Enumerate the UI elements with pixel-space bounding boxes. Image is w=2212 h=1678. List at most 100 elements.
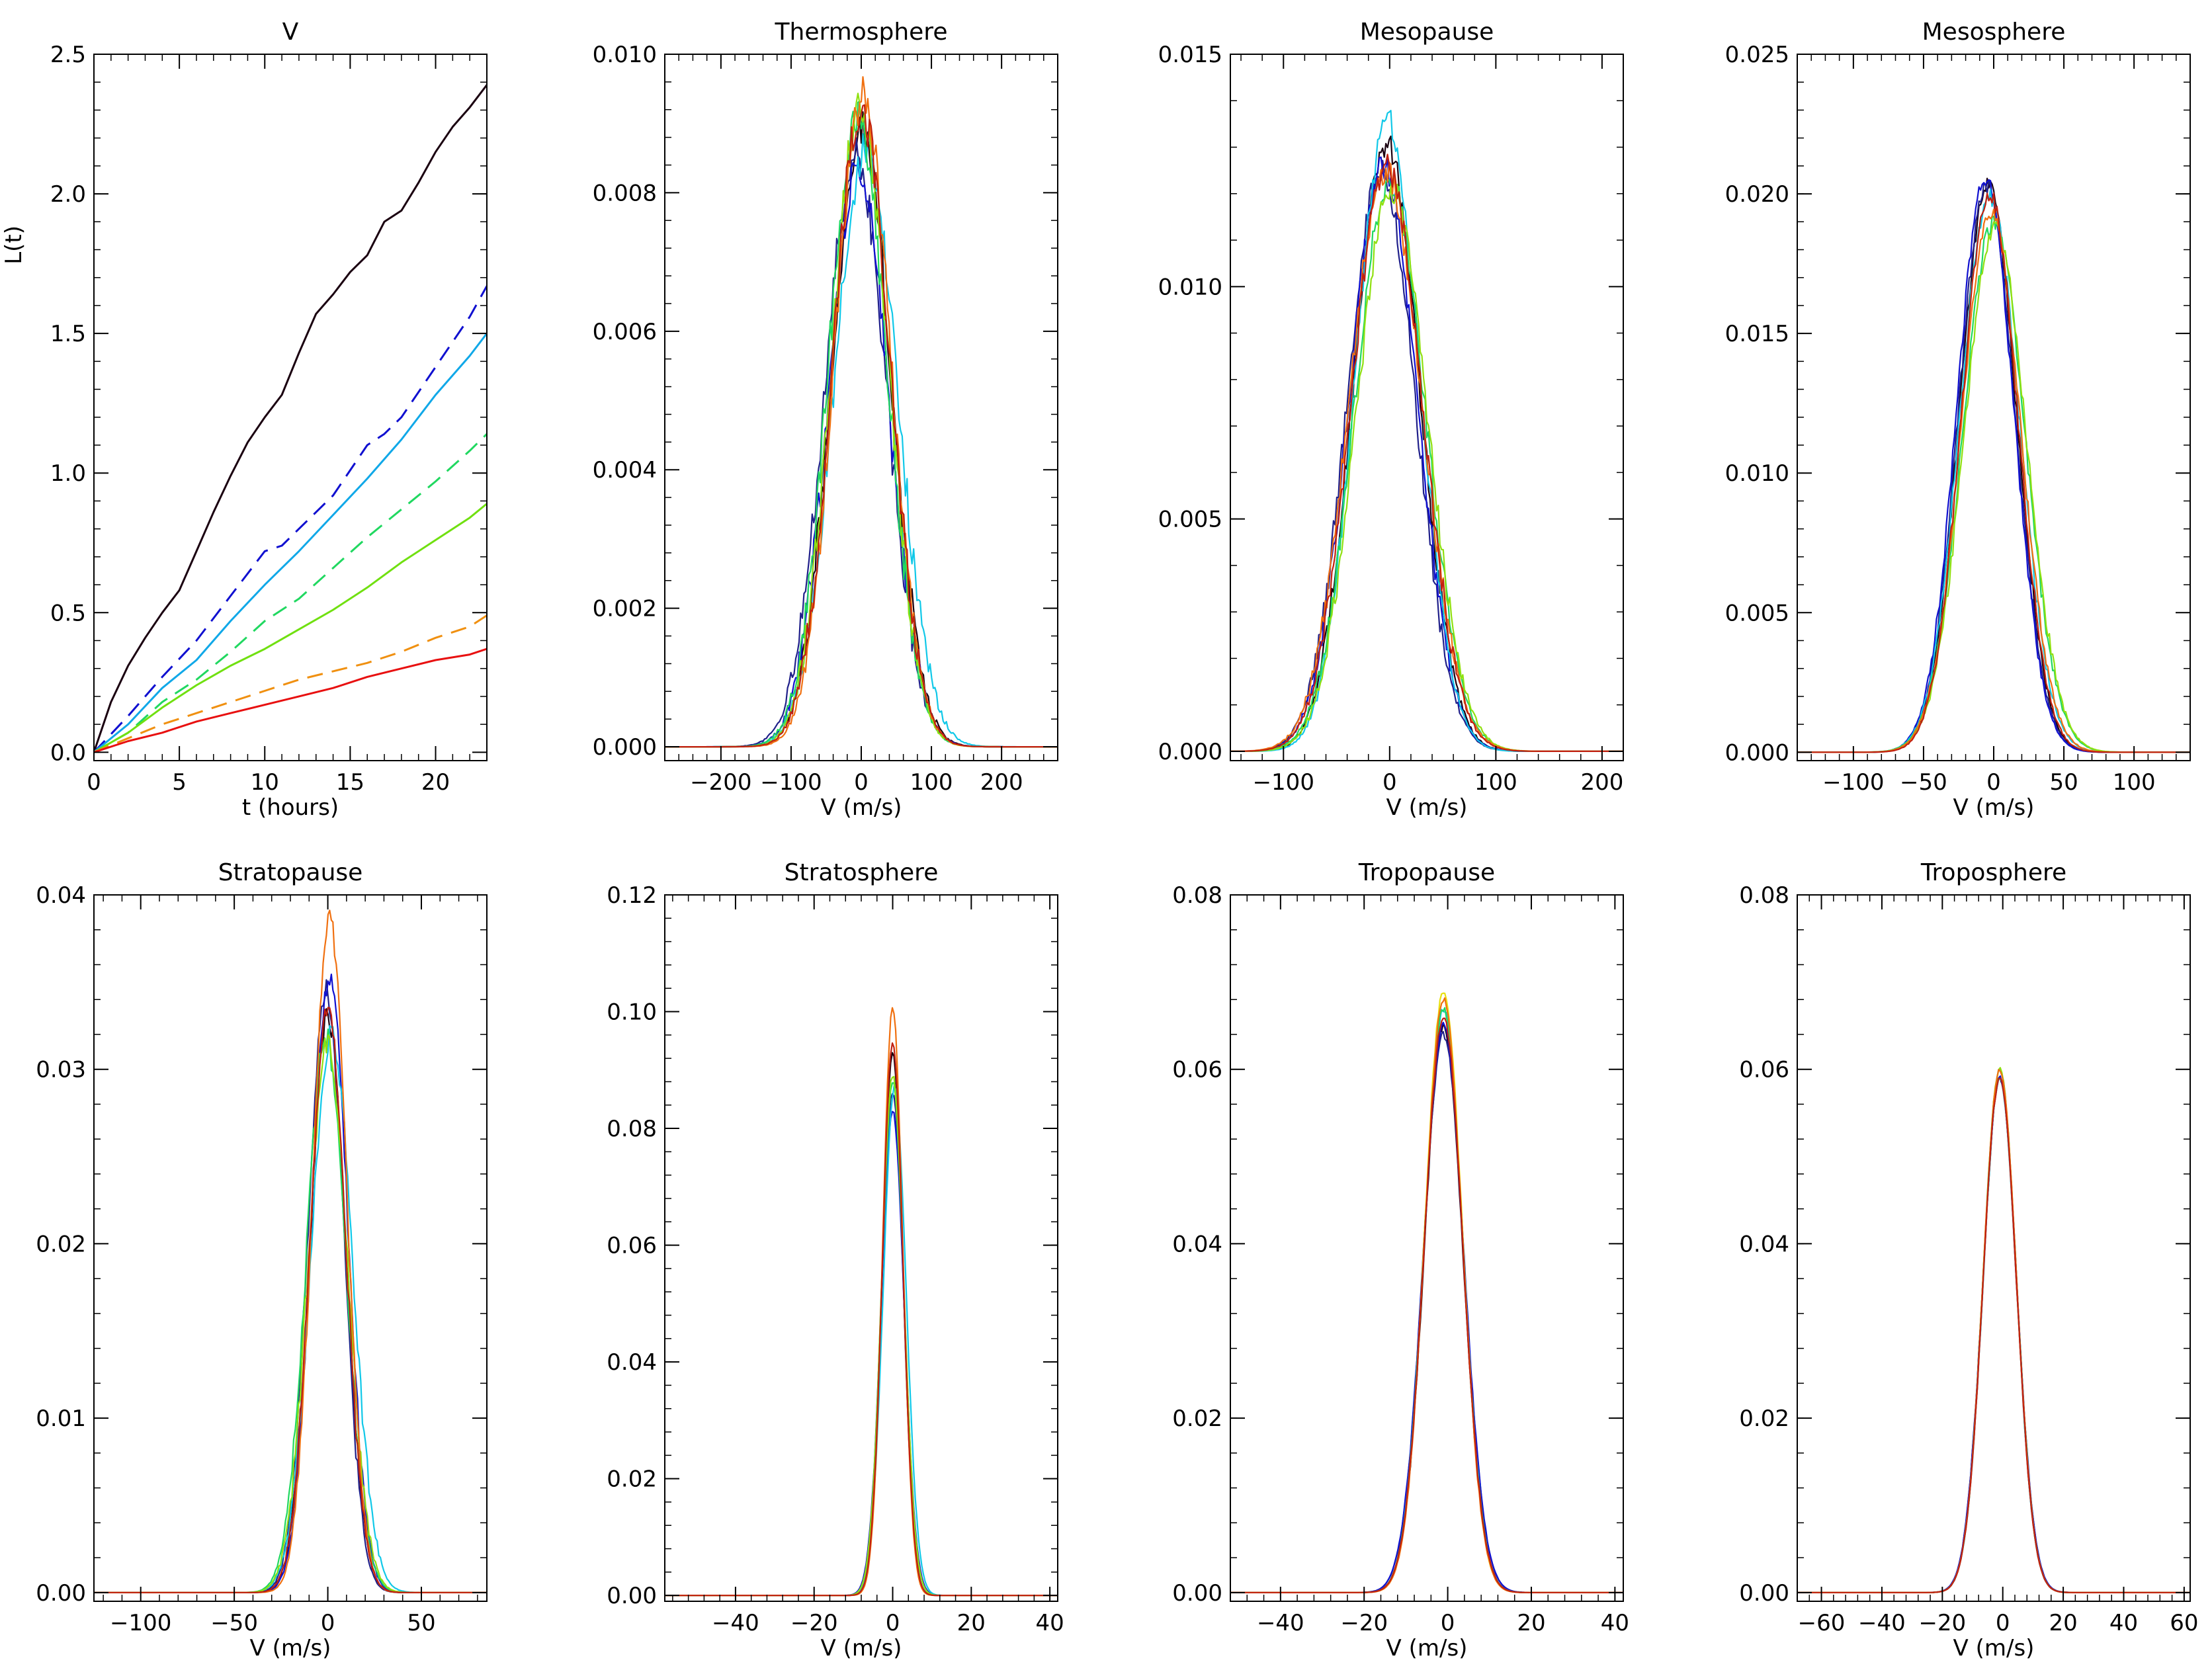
y-tick-label: 0.02 [1739, 1405, 1789, 1432]
x-tick-label: 0 [321, 1610, 335, 1636]
series-line-orange [1797, 208, 2190, 753]
series-line-black [665, 1052, 1058, 1597]
y-tick-label: 0.08 [607, 1116, 657, 1142]
x-tick-label: −100 [1253, 769, 1314, 796]
chart-panel-5: Stratopause −100 −50 0 50 0.00 0.01 0.02 0.03 0.0… [36, 859, 488, 1661]
series-line-red [665, 104, 1058, 748]
x-tick-label: 5 [172, 769, 187, 796]
y-tick-label: 0.06 [1739, 1057, 1789, 1083]
y-tick-label: 0.08 [1739, 882, 1789, 909]
x-tick-label: −40 [1257, 1610, 1304, 1636]
x-tick-label: 100 [2113, 769, 2156, 796]
x-tick-label: 0 [1996, 1610, 2010, 1636]
x-tick-label: 50 [2049, 769, 2078, 796]
chart-title: Stratopause [218, 859, 363, 886]
series-group [94, 84, 487, 753]
y-tick-label: 0.006 [593, 319, 657, 345]
series-line-navy [1797, 179, 2190, 753]
chart-panel-4: Mesosphere −100 −50 0 50 100 0.000 0.005 0.010 0.… [1725, 19, 2191, 821]
series-line-orange [1797, 1069, 2190, 1593]
y-tick-label: 0.00 [36, 1580, 86, 1607]
plot-frame [1797, 894, 2191, 1602]
y-tick-label: 0.000 [1158, 739, 1222, 765]
series-line-red [1797, 192, 2190, 753]
y-tick-label: 0.0 [50, 739, 86, 766]
series-line-orange [665, 1007, 1058, 1597]
chart-panel-8: Troposphere −60 −40 −20 0 20 40 60 0.00 0.02 0.04 0… [1739, 859, 2198, 1661]
x-axis-label: V (m/s) [1386, 1635, 1468, 1661]
chart-title: Tropopause [1358, 859, 1495, 886]
plot-frame [664, 894, 1058, 1602]
x-tick-label: −100 [1822, 769, 1884, 796]
series-line-cyan [1797, 189, 2190, 753]
x-tick-label: −50 [210, 1610, 258, 1636]
plot-frame [1230, 54, 1624, 761]
series-line-black [1797, 177, 2190, 753]
y-tick-label: 1.0 [50, 460, 86, 487]
y-axis-label: L(t) [1, 226, 27, 265]
series-group [665, 76, 1058, 748]
series-line-yellow-green [1230, 992, 1623, 1593]
series-line-red [665, 1042, 1058, 1597]
y-tick-label: 0.005 [1158, 507, 1222, 533]
y-tick-label: 0.10 [607, 999, 657, 1026]
y-tick-label: 0.04 [1172, 1231, 1222, 1257]
series-group [94, 909, 487, 1593]
series-line-black [1797, 1077, 2190, 1593]
x-tick-label: 100 [1474, 769, 1517, 796]
y-tick-label: 0.5 [50, 600, 86, 626]
series-group [1797, 177, 2190, 753]
series-line-blue [1797, 1075, 2190, 1593]
series-line-cyan [1797, 1077, 2190, 1593]
x-axis-label: V (m/s) [1386, 794, 1468, 821]
x-tick-label: 20 [421, 769, 450, 796]
y-tick-label: 0.04 [36, 882, 86, 909]
x-tick-label: 40 [2109, 1610, 2138, 1636]
x-tick-label: −100 [760, 769, 822, 796]
series-line-blue [1797, 179, 2190, 753]
series-line-navy [665, 137, 1058, 748]
series-line-black [94, 84, 487, 753]
series-line-orange-dashed [94, 614, 487, 753]
x-tick-label: 40 [1035, 1610, 1064, 1636]
y-tick-label: 0.020 [1725, 181, 1789, 208]
y-tick-label: 0.015 [1158, 42, 1222, 68]
y-tick-label: 2.5 [50, 42, 86, 68]
series-group [1230, 992, 1623, 1593]
y-tick-label: 2.0 [50, 181, 86, 208]
x-tick-label: 200 [1580, 769, 1623, 796]
series-line-green [1797, 1068, 2190, 1593]
series-line-navy [665, 1093, 1058, 1597]
x-tick-label: 200 [980, 769, 1023, 796]
series-line-cyan [665, 133, 1058, 748]
y-tick-label: 0.08 [1172, 882, 1222, 909]
x-axis-label: V (m/s) [1953, 794, 2035, 821]
y-tick-label: 0.008 [593, 180, 657, 206]
chart-title: Mesopause [1360, 19, 1494, 46]
series-line-red [1230, 1017, 1623, 1593]
y-tick-label: 0.010 [1725, 460, 1789, 487]
x-tick-label: 15 [336, 769, 364, 796]
series-line-green [1230, 1007, 1623, 1593]
x-tick-label: −50 [1900, 769, 1947, 796]
x-tick-label: −100 [110, 1610, 171, 1636]
chart-panel-1: V 0 5 10 15 20 0.0 0.5 1.0 1.5 2.0 2.5 t (hours) L(t) [1, 19, 488, 821]
x-tick-label: −200 [690, 769, 751, 796]
x-tick-label: 60 [2170, 1610, 2198, 1636]
plot-frame [93, 54, 488, 761]
x-tick-label: 100 [910, 769, 953, 796]
x-axis-label: V (m/s) [250, 1635, 331, 1661]
y-tick-label: 0.03 [36, 1057, 86, 1083]
series-line-cyan [94, 333, 487, 753]
y-tick-label: 0.004 [593, 457, 657, 483]
y-tick-label: 0.00 [607, 1583, 657, 1609]
x-axis-label: V (m/s) [821, 1635, 902, 1661]
y-tick-label: 0.010 [593, 42, 657, 68]
series-line-black [665, 111, 1058, 748]
y-tick-label: 0.02 [1172, 1405, 1222, 1432]
series-line-orange [1230, 997, 1623, 1593]
y-tick-label: 0.00 [1739, 1580, 1789, 1607]
x-tick-label: 50 [407, 1610, 435, 1636]
y-tick-label: 0.02 [607, 1466, 657, 1493]
series-line-red [1797, 1077, 2190, 1593]
